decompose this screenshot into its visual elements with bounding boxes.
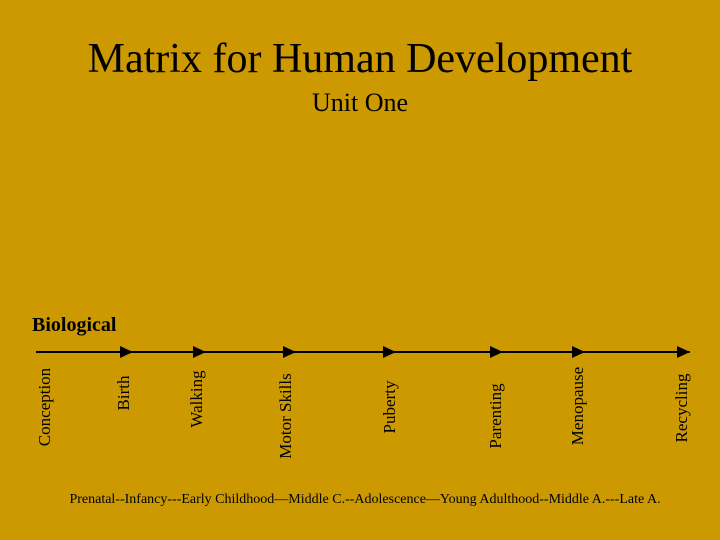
section-label-biological: Biological <box>32 314 117 336</box>
timeline-arrow <box>490 346 503 358</box>
timeline-arrow <box>383 346 396 358</box>
milestone-label: Parenting <box>486 383 505 449</box>
milestone-label: Motor Skills <box>276 373 295 459</box>
slide-title: Matrix for Human Development <box>87 36 633 82</box>
milestone-label: Birth <box>114 375 133 411</box>
slide-subtitle: Unit One <box>311 88 409 117</box>
milestone-label: Menopause <box>568 366 587 446</box>
timeline-arrow <box>572 346 585 358</box>
timeline-arrow <box>677 346 690 358</box>
timeline-arrow <box>193 346 206 358</box>
timeline-arrow <box>283 346 296 358</box>
milestone-label: Recycling <box>672 373 691 443</box>
life-stages-text: Prenatal--Infancy---Early Childhood—Midd… <box>69 492 661 507</box>
timeline-arrow <box>120 346 133 358</box>
milestone-label: Conception <box>35 367 54 447</box>
milestone-label: Puberty <box>380 380 399 434</box>
milestone-label: Walking <box>187 370 206 428</box>
